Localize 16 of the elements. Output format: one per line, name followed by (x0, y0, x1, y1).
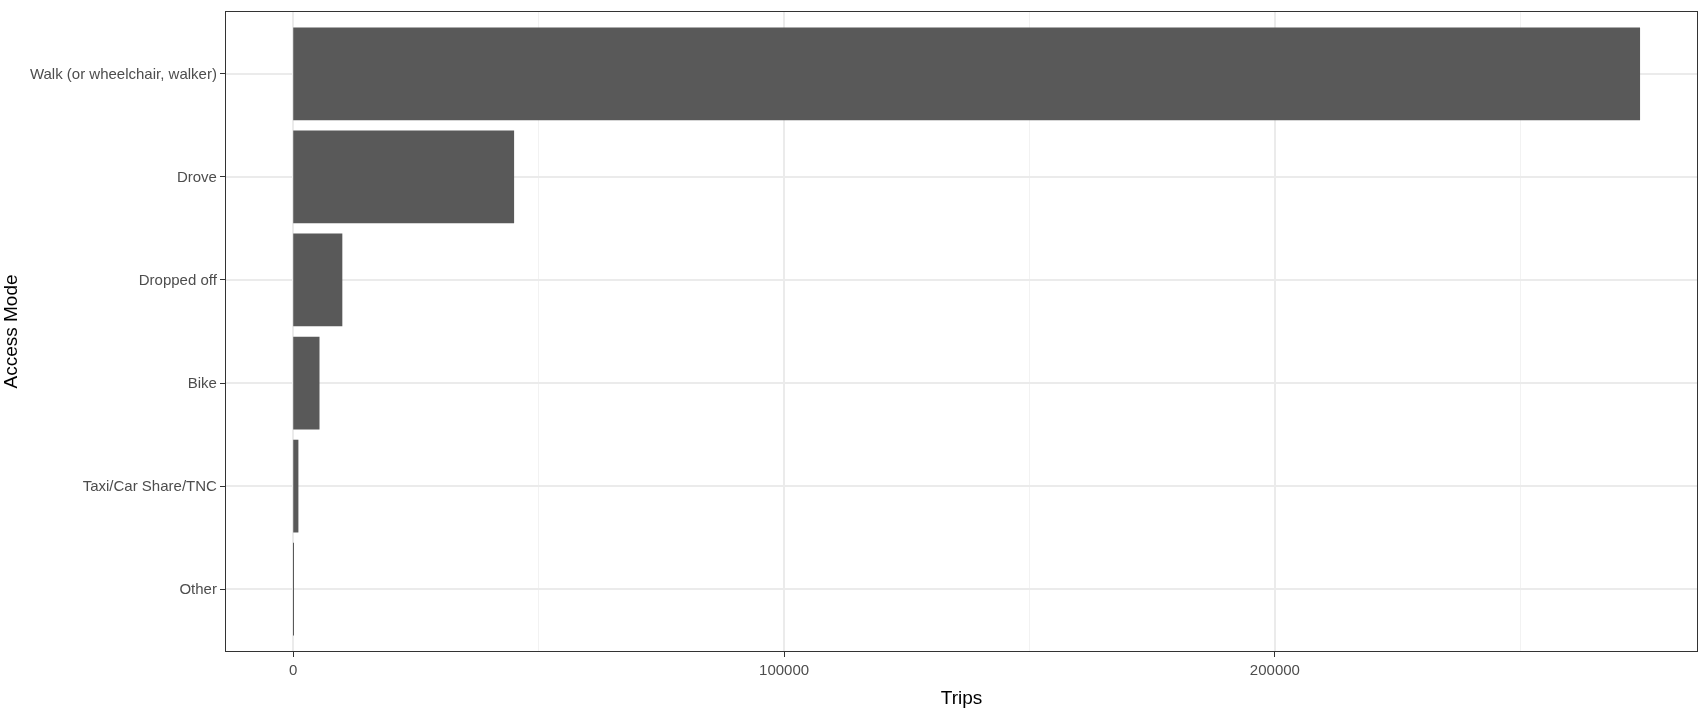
y-tick-label: Other (179, 580, 217, 598)
bar (293, 27, 1641, 121)
y-tick-label: Bike (187, 374, 217, 392)
x-tick-label: 200000 (1249, 661, 1300, 679)
bar (293, 130, 515, 224)
y-tick-label: Taxi/Car Share/TNC (82, 477, 218, 495)
x-axis-title: Trips (940, 687, 983, 708)
y-axis-title: Access Mode (0, 274, 21, 389)
x-tick-label: 0 (289, 661, 298, 679)
y-tick-label: Drove (176, 168, 217, 186)
bar (293, 233, 343, 327)
bar (293, 439, 299, 533)
y-tick-label: Walk (or wheelchair, walker) (29, 65, 217, 83)
bar (293, 336, 320, 430)
x-tick-label: 100000 (759, 661, 810, 679)
y-tick-label: Dropped off (138, 271, 218, 289)
